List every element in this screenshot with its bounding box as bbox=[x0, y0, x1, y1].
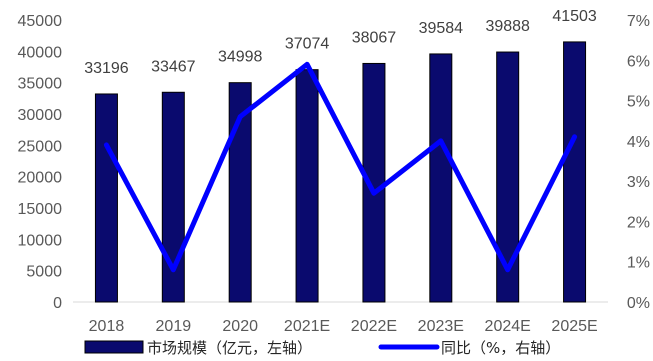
left-tick-label: 15000 bbox=[18, 201, 63, 218]
right-tick-label: 5% bbox=[627, 94, 650, 111]
bar-series bbox=[94, 41, 587, 303]
left-axis-ticks: 0 5000 10000 15000 20000 25000 30000 35000 40000… bbox=[18, 13, 63, 312]
bar-data-label: 33196 bbox=[84, 60, 129, 77]
right-tick-label: 4% bbox=[627, 134, 650, 151]
bar bbox=[429, 53, 453, 303]
right-tick-label: 1% bbox=[627, 255, 650, 272]
x-tick-label: 2018 bbox=[89, 318, 125, 335]
left-tick-label: 30000 bbox=[18, 107, 63, 124]
bar-data-label: 39584 bbox=[419, 20, 464, 37]
bar-data-labels: 33196 33467 34998 37074 38067 39584 39888 41503 bbox=[84, 8, 597, 77]
left-tick-label: 20000 bbox=[18, 170, 63, 187]
left-tick-label: 10000 bbox=[18, 232, 63, 249]
left-tick-label: 5000 bbox=[26, 264, 62, 281]
x-tick-label: 2021E bbox=[284, 318, 330, 335]
legend-bar-label: 市场规模（亿元，左轴） bbox=[147, 339, 312, 357]
x-tick-label: 2025E bbox=[551, 318, 597, 335]
left-tick-label: 45000 bbox=[18, 13, 63, 30]
right-tick-label: 6% bbox=[627, 53, 650, 70]
right-tick-label: 7% bbox=[627, 13, 650, 30]
right-tick-label: 0% bbox=[627, 295, 650, 312]
x-tick-label: 2022E bbox=[351, 318, 397, 335]
legend: 市场规模（亿元，左轴） 同比（%，右轴） bbox=[84, 339, 560, 357]
right-tick-label: 2% bbox=[627, 214, 650, 231]
right-tick-label: 3% bbox=[627, 174, 650, 191]
left-tick-label: 35000 bbox=[18, 76, 63, 93]
bar-data-label: 38067 bbox=[352, 29, 397, 46]
x-axis-ticks: 2018 2019 2020 2021E 2022E 2023E 2024E 2025E bbox=[89, 318, 598, 335]
bar bbox=[94, 93, 118, 303]
left-tick-label: 40000 bbox=[18, 44, 63, 61]
bar bbox=[496, 51, 520, 303]
legend-line-label: 同比（%，右轴） bbox=[441, 339, 560, 357]
yoy-line-series bbox=[103, 61, 578, 273]
bar-data-label: 33467 bbox=[151, 58, 196, 75]
x-tick-label: 2019 bbox=[156, 318, 192, 335]
x-tick-label: 2020 bbox=[222, 318, 258, 335]
left-tick-label: 0 bbox=[53, 295, 62, 312]
bar-data-label: 39888 bbox=[485, 18, 530, 35]
left-tick-label: 25000 bbox=[18, 138, 63, 155]
bar-data-label: 37074 bbox=[285, 36, 330, 53]
bar bbox=[161, 91, 185, 303]
bar bbox=[295, 69, 319, 303]
bar bbox=[228, 82, 252, 303]
x-tick-label: 2024E bbox=[485, 318, 531, 335]
bar bbox=[563, 41, 587, 303]
bar-data-label: 34998 bbox=[218, 49, 263, 66]
x-tick-label: 2023E bbox=[418, 318, 464, 335]
right-axis-ticks: 0% 1% 2% 3% 4% 5% 6% 7% bbox=[627, 13, 650, 312]
legend-bar-swatch bbox=[84, 340, 144, 354]
bar-data-label: 41503 bbox=[552, 8, 597, 25]
